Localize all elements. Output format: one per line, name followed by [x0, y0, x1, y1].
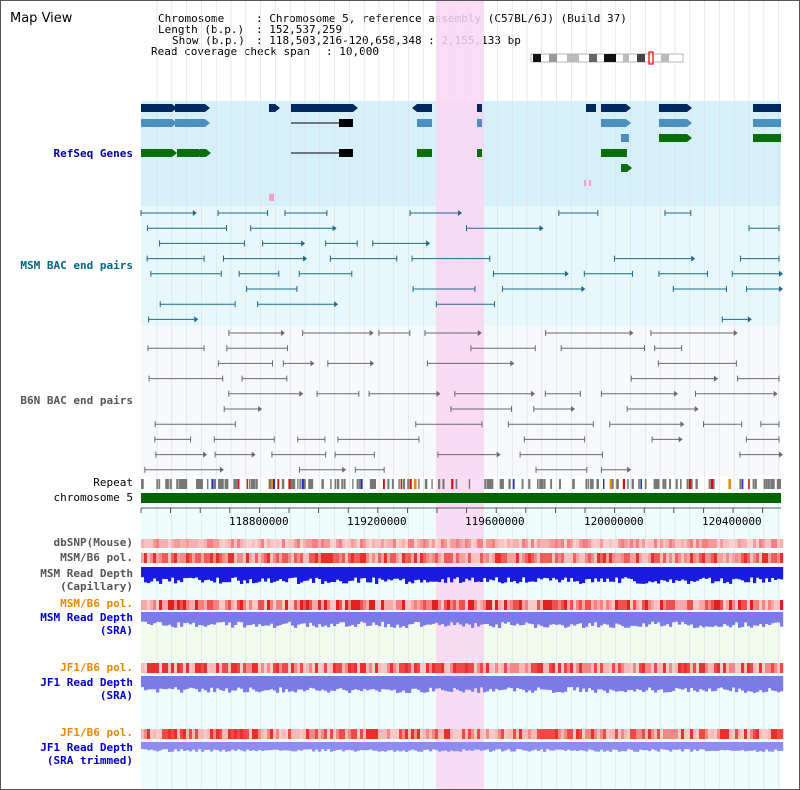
- gene-feature[interactable]: [417, 149, 432, 157]
- track-label-jf1-b6-pol-2[interactable]: JF1/B6 pol.: [60, 726, 133, 739]
- track-label-jf1-depth-trim[interactable]: JF1 Read Depth: [40, 741, 133, 754]
- gene-feature[interactable]: [269, 104, 275, 112]
- gene-feature[interactable]: [477, 149, 482, 157]
- gene-feature[interactable]: [659, 134, 687, 142]
- repeat-track[interactable]: [141, 479, 782, 489]
- gene-feature[interactable]: [601, 149, 627, 157]
- length-label: Length (b.p.): [158, 23, 245, 36]
- msm-bac-track[interactable]: [140, 210, 783, 323]
- coverage-value: : 10,000: [326, 45, 379, 58]
- page-title: Map View: [10, 11, 73, 26]
- refseq-genes-track[interactable]: [141, 104, 781, 201]
- gene-feature[interactable]: [141, 119, 172, 127]
- track-label-refseq[interactable]: RefSeq Genes: [53, 147, 133, 160]
- coordinate-ruler: [140, 507, 781, 513]
- gene-feature[interactable]: [601, 119, 626, 127]
- length-value: : 152,537,259: [256, 23, 343, 36]
- track-label-msm-depth-cap[interactable]: MSM Read Depth: [40, 567, 133, 580]
- track-label-repeat[interactable]: Repeat: [93, 476, 133, 489]
- chromosome-label: Chromosome: [158, 12, 225, 25]
- gene-feature[interactable]: [141, 104, 172, 112]
- track-label-msm-b6-pol-2[interactable]: MSM/B6 pol.: [60, 597, 133, 610]
- track-label-jf1-b6-pol[interactable]: JF1/B6 pol.: [60, 661, 133, 674]
- b6n-bac-track[interactable]: [144, 330, 783, 473]
- track-label-msm-depth-cap-sub: (Capillary): [60, 580, 133, 593]
- track-label-msm-bac[interactable]: MSM BAC end pairs: [20, 259, 133, 272]
- gene-feature[interactable]: [177, 149, 199, 157]
- track-label-msm-b6-pol[interactable]: MSM/B6 pol.: [60, 551, 133, 564]
- gene-feature[interactable]: [291, 104, 353, 112]
- chromosome-ideogram[interactable]: [530, 51, 684, 65]
- gene-feature[interactable]: [477, 104, 482, 112]
- ruler-tick-label: 120400000: [702, 515, 762, 528]
- track-label-dbsnp[interactable]: dbSNP(Mouse): [53, 536, 133, 549]
- track-label-chromosome[interactable]: chromosome 5: [53, 491, 133, 504]
- ideogram-position-marker: [648, 51, 654, 65]
- gene-feature[interactable]: [175, 104, 205, 112]
- ruler-tick-label: 119200000: [347, 515, 407, 528]
- gene-feature[interactable]: [417, 119, 432, 127]
- gene-feature[interactable]: [477, 119, 482, 127]
- gene-feature[interactable]: [753, 104, 781, 112]
- gene-feature[interactable]: [621, 164, 627, 172]
- gene-feature[interactable]: [753, 134, 781, 142]
- gene-feature[interactable]: [659, 119, 687, 127]
- gene-feature[interactable]: [601, 104, 626, 112]
- track-label-jf1-depth-sra[interactable]: JF1 Read Depth: [40, 676, 133, 689]
- track-label-msm-depth-sra[interactable]: MSM Read Depth: [40, 611, 133, 624]
- heat-tracks[interactable]: [141, 539, 784, 752]
- gene-feature[interactable]: [586, 104, 596, 112]
- gene-feature[interactable]: [753, 119, 781, 127]
- gene-feature[interactable]: [175, 119, 205, 127]
- gene-feature[interactable]: [621, 134, 629, 142]
- gene-feature[interactable]: [200, 149, 206, 157]
- track-label-b6n-bac[interactable]: B6N BAC end pairs: [20, 394, 133, 407]
- gene-feature[interactable]: [659, 104, 687, 112]
- ruler-tick-label: 118800000: [229, 515, 289, 528]
- show-label: Show (b.p.): [172, 34, 245, 47]
- chromosome-bar[interactable]: [141, 493, 781, 503]
- track-label-jf1-depth-trim-sub: (SRA trimmed): [46, 754, 133, 767]
- track-label-jf1-depth-sra-sub: (SRA): [99, 689, 133, 702]
- coverage-label: Read coverage check span: [151, 45, 310, 58]
- selected-region-highlight[interactable]: [436, 1, 484, 789]
- gene-feature[interactable]: [141, 149, 172, 157]
- ruler-tick-label: 119600000: [465, 515, 525, 528]
- gene-feature[interactable]: [417, 104, 432, 112]
- track-label-msm-depth-sra-sub: (SRA): [99, 624, 133, 637]
- ruler-tick-label: 120000000: [584, 515, 644, 528]
